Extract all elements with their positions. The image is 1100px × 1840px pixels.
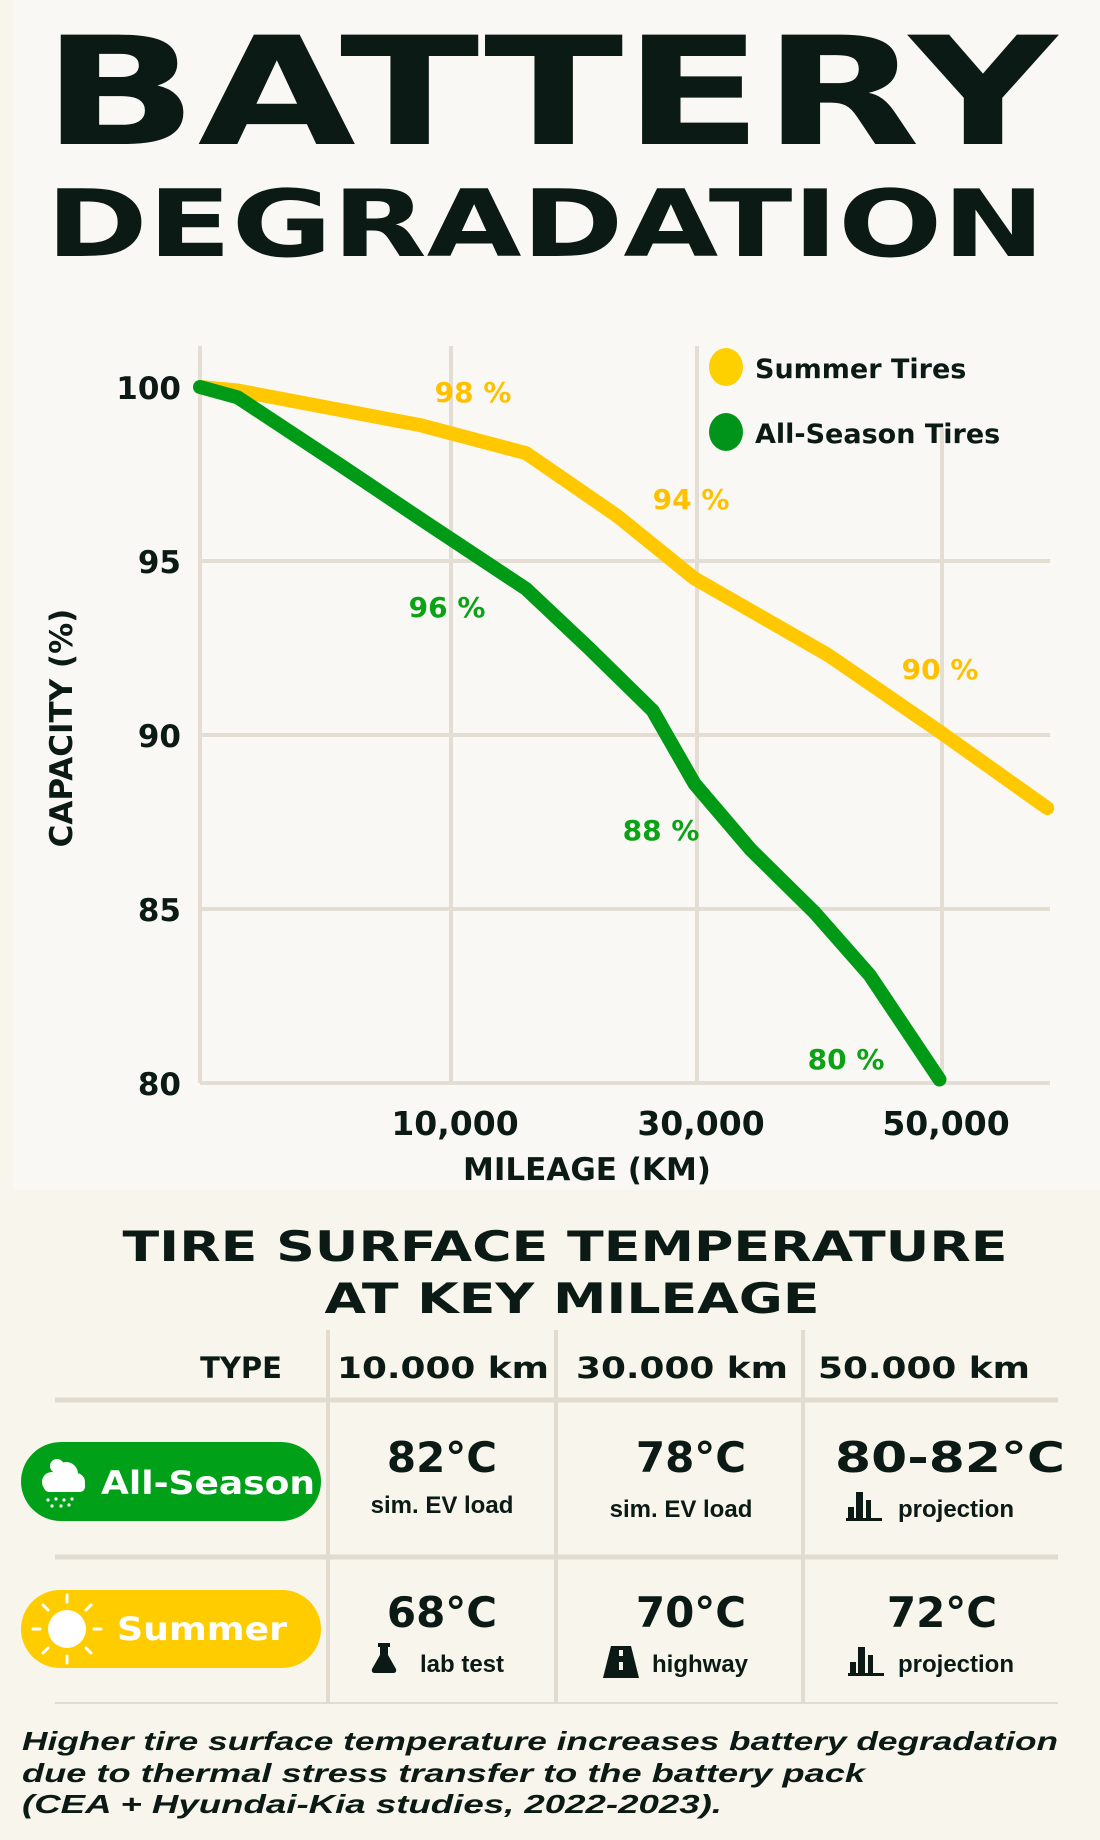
temp-summer-50000: 72°C	[887, 1588, 997, 1637]
summer-tires-line	[193, 380, 1055, 816]
header-10000-km: 10.000 km	[337, 1351, 549, 1385]
note-all-season-50000: projection	[898, 1496, 1014, 1523]
table-title-line-1: TIRE SURFACE TEMPERATURE	[123, 1222, 1008, 1271]
temp-all-season-50000: 80-82°C	[835, 1433, 1065, 1482]
temp-summer-30000: 70°C	[636, 1588, 746, 1637]
title-line-2: DEGRADATION	[46, 170, 1045, 278]
header-50000-km: 50.000 km	[818, 1351, 1030, 1385]
data-label: 88 %	[623, 814, 700, 847]
y-tick-label: 85	[138, 893, 181, 929]
legend-label-all-season: All-Season Tires	[755, 419, 1000, 450]
header-type: TYPE	[200, 1351, 282, 1385]
all-season-tires-line	[193, 380, 947, 1087]
flask-icon	[371, 1643, 397, 1673]
chart-grid	[198, 346, 1050, 1085]
legend: Summer Tires All-Season Tires	[709, 348, 1000, 451]
title-line-1: BATTERY	[42, 6, 1060, 180]
all-season-badge	[21, 1442, 321, 1521]
footnote-line-3: (CEA + Hyundai-Kia studies, 2022-2023).	[22, 1789, 722, 1819]
note-all-season-30000: sim. EV load	[610, 1496, 753, 1523]
x-tick-label: 30,000	[637, 1104, 764, 1143]
header-30000-km: 30.000 km	[576, 1351, 788, 1385]
note-summer-50000: projection	[898, 1651, 1014, 1678]
legend-label-summer: Summer Tires	[755, 354, 966, 385]
temp-all-season-30000: 78°C	[636, 1433, 746, 1482]
y-tick-label: 100	[116, 371, 181, 407]
chart-series	[193, 380, 1055, 1087]
cloud-sun-rain-icon	[42, 1459, 85, 1508]
y-tick-label: 90	[138, 719, 181, 755]
y-axis-title: CAPACITY (%)	[44, 609, 80, 848]
summer-badge	[21, 1590, 321, 1668]
data-label: 80 %	[808, 1043, 885, 1076]
legend-swatch-summer	[709, 348, 743, 386]
footnote-line-2: due to thermal stress transfer to the ba…	[22, 1758, 867, 1788]
data-label: 94 %	[653, 483, 730, 516]
x-tick-label: 10,000	[391, 1104, 518, 1143]
temp-summer-10000: 68°C	[387, 1588, 497, 1637]
data-label: 98 %	[435, 376, 512, 409]
note-summer-30000: highway	[652, 1651, 749, 1678]
x-tick-label: 50,000	[882, 1104, 1009, 1143]
bar-chart-icon	[846, 1492, 882, 1521]
y-tick-label: 80	[138, 1067, 181, 1103]
bar-chart-icon	[848, 1647, 884, 1676]
note-summer-10000: lab test	[420, 1651, 504, 1678]
chart-annotations: 98 % 94 % 90 % 96 % 88 % 80 %	[409, 376, 979, 1076]
data-label: 96 %	[409, 591, 486, 624]
sun-icon	[31, 1593, 103, 1665]
table-row-all-season: All-Season 82°C sim. EV load 78°C sim. E…	[21, 1433, 1065, 1523]
road-icon	[603, 1646, 639, 1678]
table-title-line-2: AT KEY MILEAGE	[325, 1274, 820, 1323]
note-all-season-10000: sim. EV load	[371, 1492, 514, 1519]
chart-panel	[13, 0, 1100, 1190]
summer-label: Summer	[117, 1610, 287, 1648]
all-season-label: All-Season	[101, 1464, 315, 1502]
legend-swatch-all-season	[709, 413, 743, 451]
table-grid	[55, 1330, 1058, 1704]
x-axis-title: MILEAGE (KM)	[463, 1152, 711, 1188]
footnote-line-1: Higher tire surface temperature increase…	[22, 1726, 1058, 1756]
table-row-summer: Summer 68°C lab test 70°C highway 72°C p…	[21, 1588, 1014, 1678]
chart-ticks: 100 95 90 85 80 10,000 30,000 50,000	[116, 371, 1009, 1143]
temp-all-season-10000: 82°C	[387, 1433, 497, 1482]
data-label: 90 %	[902, 653, 979, 686]
y-tick-label: 95	[138, 545, 181, 581]
